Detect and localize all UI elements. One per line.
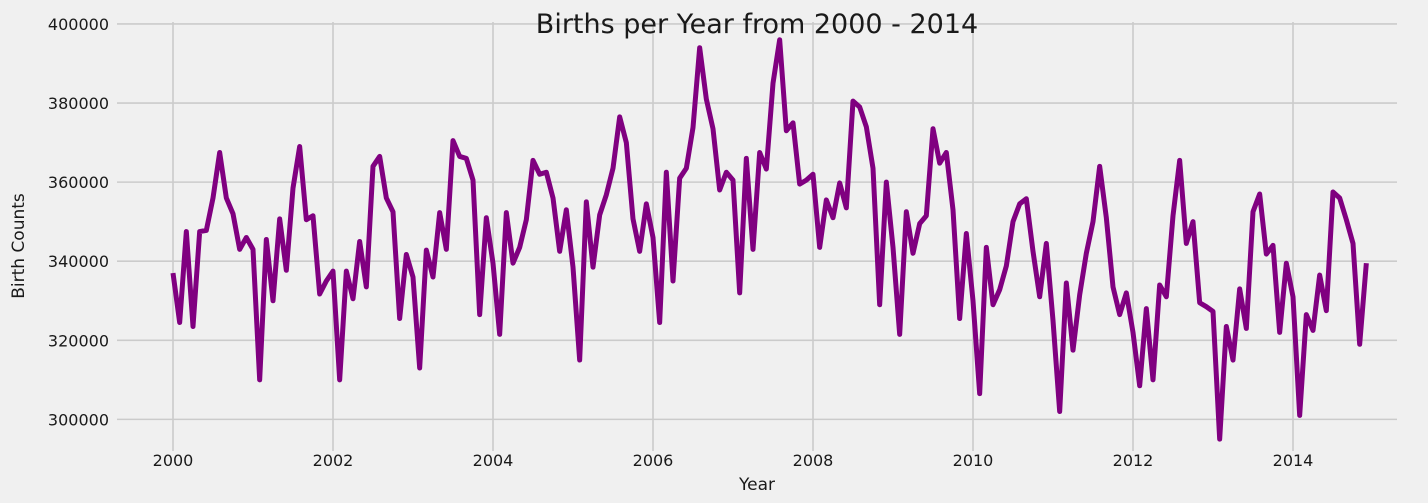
y-tick-label: 300000 [48, 410, 109, 429]
x-tick-label: 2004 [473, 451, 514, 470]
y-tick-label: 320000 [48, 331, 109, 350]
y-tick-label: 340000 [48, 252, 109, 271]
births-series-line [170, 37, 1369, 442]
x-tick-label: 2006 [633, 451, 674, 470]
x-tick-label: 2010 [953, 451, 994, 470]
x-tick-labels: 2000 2002 2004 2006 2008 2010 2012 2014 [153, 451, 1314, 470]
chart-title: Births per Year from 2000 - 2014 [536, 9, 978, 40]
plot-area [170, 37, 1369, 442]
x-tick-label: 2014 [1273, 451, 1314, 470]
grid-lines [117, 22, 1397, 451]
y-tick-label: 380000 [48, 94, 109, 113]
x-tick-label: 2008 [793, 451, 834, 470]
y-tick-labels: 300000 320000 340000 360000 380000 400000 [48, 15, 109, 429]
x-axis-title: Year [738, 475, 775, 495]
x-tick-label: 2012 [1113, 451, 1154, 470]
y-tick-label: 360000 [48, 173, 109, 192]
x-tick-label: 2000 [153, 451, 194, 470]
x-tick-label: 2002 [313, 451, 354, 470]
y-tick-label: 400000 [48, 15, 109, 34]
y-axis-title: Birth Counts [9, 193, 29, 299]
